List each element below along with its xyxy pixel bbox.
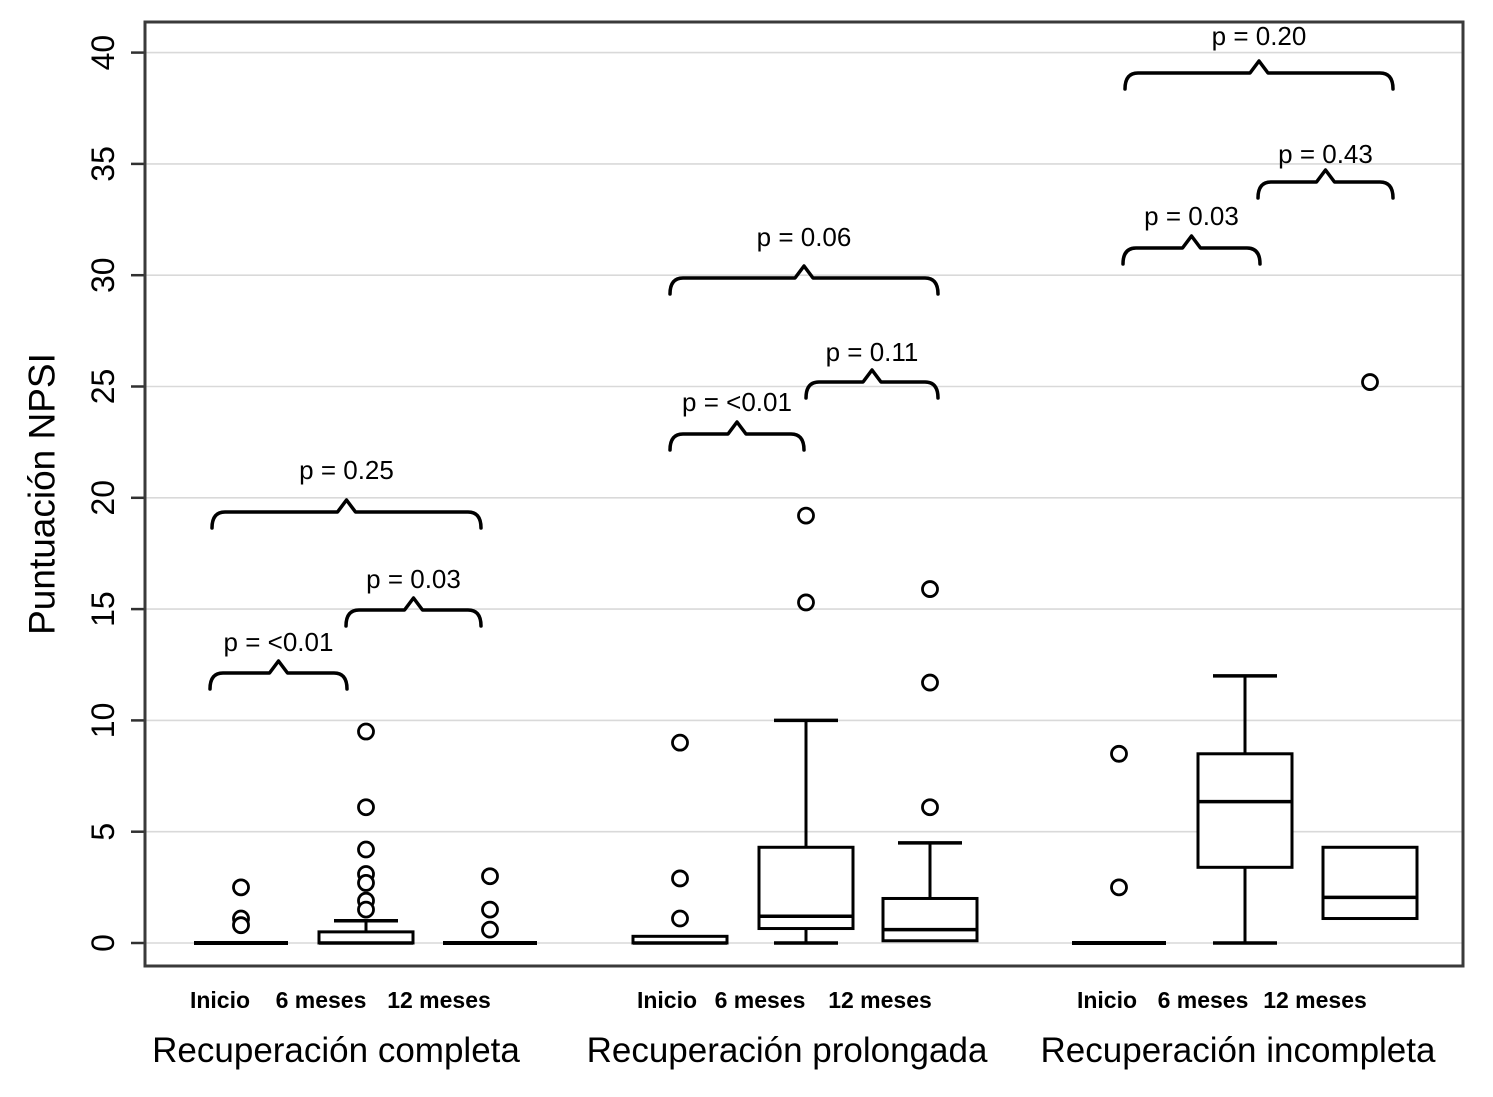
outlier-point-g0-s2-1 xyxy=(481,900,499,919)
boxplot-g1-s1 xyxy=(757,506,855,945)
ytick-label-20: 20 xyxy=(85,480,121,516)
boxplot-g0-s1 xyxy=(317,722,415,945)
comparison-bracket-g1-0 xyxy=(668,420,806,452)
box-g1-s2 xyxy=(881,896,979,943)
comparison-bracket-g0-0 xyxy=(208,659,349,691)
outlier-point-g0-s1-6 xyxy=(357,900,375,919)
ytick-label-40: 40 xyxy=(85,35,121,71)
boxplot-g1-s2 xyxy=(881,580,979,943)
comparison-bracket-g1-1 xyxy=(804,368,940,400)
p-value-label-g0-2: p = 0.25 xyxy=(299,455,394,485)
p-value-label-g0-0: p = <0.01 xyxy=(224,627,334,657)
boxplot-g2-s2 xyxy=(1321,373,1419,921)
plot-border xyxy=(143,20,1465,968)
xtick-label-g0-s1: 6 meses xyxy=(276,987,367,1013)
group-label-2: Recuperación incompleta xyxy=(1041,1031,1436,1070)
comparison-bracket-g0-2 xyxy=(210,498,483,530)
ytick-label-0: 0 xyxy=(85,934,121,952)
boxplot-g2-s0 xyxy=(1072,744,1166,945)
outlier-point-g1-s0-2 xyxy=(671,909,689,928)
comparison-bracket-g2-2 xyxy=(1123,59,1395,91)
box-g2-s1 xyxy=(1196,752,1294,869)
p-value-label-g1-2: p = 0.06 xyxy=(757,222,852,252)
ytick-label-25: 25 xyxy=(85,369,121,405)
xtick-label-g1-s2: 12 meses xyxy=(828,987,932,1013)
group-label-1: Recuperación prolongada xyxy=(587,1031,988,1070)
outlier-point-g0-s2-0 xyxy=(481,867,499,886)
ytick-label-35: 35 xyxy=(85,146,121,182)
outlier-point-g0-s1-4 xyxy=(357,873,375,892)
xtick-label-g2-s1: 6 meses xyxy=(1158,987,1249,1013)
outlier-point-g2-s2-0 xyxy=(1361,373,1379,391)
xtick-label-g2-s0: Inicio xyxy=(1077,987,1137,1013)
boxplot-g2-s1 xyxy=(1196,674,1294,945)
p-value-label-g2-2: p = 0.20 xyxy=(1212,21,1307,51)
xtick-label-g1-s0: Inicio xyxy=(637,987,697,1013)
boxplot-g0-s2 xyxy=(443,867,537,945)
ytick-label-15: 15 xyxy=(85,591,121,627)
outlier-point-g0-s0-0 xyxy=(232,878,250,897)
y-axis-title: Puntuación NPSI xyxy=(22,353,63,635)
outlier-point-g1-s0-0 xyxy=(671,733,689,752)
xtick-label-g2-s2: 12 meses xyxy=(1263,987,1367,1013)
ytick-label-5: 5 xyxy=(85,823,121,841)
p-value-label-g0-1: p = 0.03 xyxy=(366,564,461,594)
outlier-point-g1-s2-0 xyxy=(921,580,939,598)
outlier-point-g1-s1-0 xyxy=(797,506,815,525)
p-value-label-g2-0: p = 0.03 xyxy=(1144,201,1239,231)
group-label-0: Recuperación completa xyxy=(152,1031,520,1070)
outlier-point-g2-s0-1 xyxy=(1110,878,1128,897)
outlier-point-g2-s0-0 xyxy=(1110,744,1128,763)
comparison-bracket-g2-1 xyxy=(1256,168,1395,200)
outlier-point-g0-s1-0 xyxy=(357,722,375,741)
outlier-point-g0-s2-2 xyxy=(481,920,499,939)
comparison-bracket-g0-1 xyxy=(344,596,483,628)
comparison-bracket-g2-0 xyxy=(1121,234,1262,266)
outlier-point-g0-s1-1 xyxy=(357,798,375,817)
boxplot-g1-s0 xyxy=(631,733,729,945)
box-g2-s2 xyxy=(1321,845,1419,921)
p-value-label-g1-0: p = <0.01 xyxy=(682,387,792,417)
comparison-bracket-g1-2 xyxy=(668,264,940,296)
outlier-point-g1-s0-1 xyxy=(671,869,689,888)
outlier-point-g0-s1-2 xyxy=(357,840,375,859)
outlier-point-g0-s0-2 xyxy=(232,916,250,935)
outlier-point-g1-s2-2 xyxy=(921,798,939,817)
outlier-point-g1-s2-1 xyxy=(921,673,939,692)
p-value-label-g2-1: p = 0.43 xyxy=(1278,139,1373,169)
xtick-label-g1-s1: 6 meses xyxy=(715,987,806,1013)
boxplot-g0-s0 xyxy=(194,878,288,945)
outlier-point-g1-s1-1 xyxy=(797,593,815,612)
ytick-label-30: 30 xyxy=(85,257,121,293)
xtick-label-g0-s2: 12 meses xyxy=(387,987,491,1013)
xtick-label-g0-s0: Inicio xyxy=(190,987,250,1013)
p-value-label-g1-1: p = 0.11 xyxy=(826,337,919,367)
ytick-label-10: 10 xyxy=(85,703,121,739)
